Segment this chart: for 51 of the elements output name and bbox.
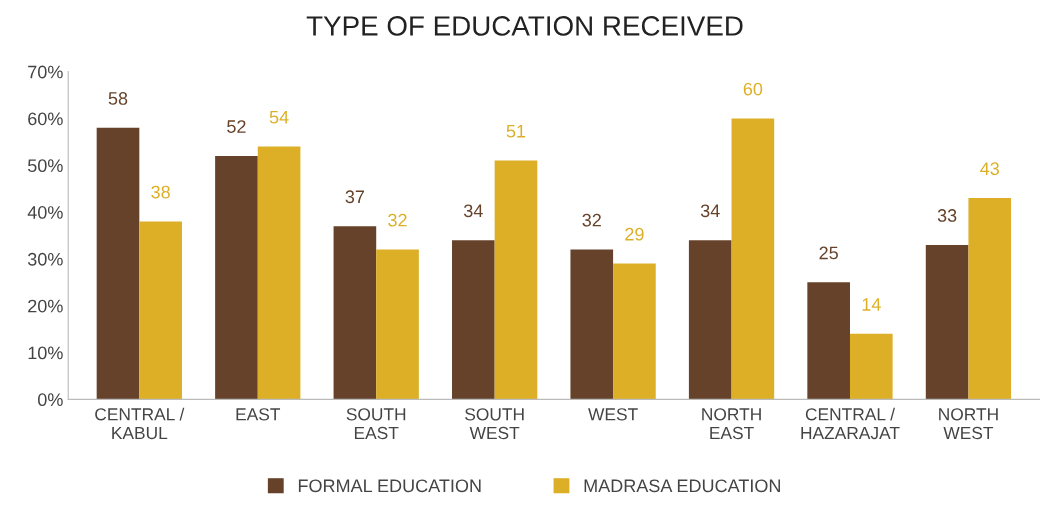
data-label: 37 bbox=[345, 190, 365, 204]
bar bbox=[613, 263, 656, 400]
bar bbox=[688, 240, 732, 400]
data-label: 25 bbox=[819, 246, 838, 260]
bar bbox=[257, 146, 301, 400]
y-tick-label: 60% bbox=[28, 112, 63, 126]
data-label: 38 bbox=[151, 185, 170, 199]
y-tick-label: 70% bbox=[28, 65, 63, 79]
data-label: 58 bbox=[108, 92, 128, 105]
x-tick-label: WEST bbox=[588, 408, 638, 421]
data-label: 60 bbox=[743, 82, 763, 96]
bar bbox=[333, 226, 377, 400]
data-label: 29 bbox=[625, 227, 644, 241]
bar bbox=[376, 249, 419, 400]
data-label: 14 bbox=[862, 298, 881, 311]
data-label: 33 bbox=[937, 209, 957, 222]
data-label: 32 bbox=[388, 213, 407, 227]
x-tick-label: CENTRAL / HAZARAJAT bbox=[801, 407, 900, 440]
bar bbox=[494, 160, 538, 400]
legend-label: MADRASA EDUCATION bbox=[584, 479, 780, 493]
data-label: 43 bbox=[980, 162, 999, 176]
bar bbox=[452, 240, 495, 400]
x-tick-label: CENTRAL / KABUL bbox=[95, 407, 185, 440]
x-tick-label: NORTH WEST bbox=[939, 408, 998, 440]
bar bbox=[570, 249, 614, 400]
chart-title: TYPE OF EDUCATION RECEIVED bbox=[306, 16, 743, 36]
bar bbox=[925, 244, 969, 400]
y-tick-label: 50% bbox=[27, 159, 63, 173]
bar bbox=[968, 198, 1012, 400]
data-label: 54 bbox=[269, 110, 289, 124]
y-tick-label: 0% bbox=[38, 393, 63, 407]
x-tick-label: NORTH EAST bbox=[702, 408, 761, 440]
data-label: 51 bbox=[506, 125, 526, 138]
data-label: 32 bbox=[582, 213, 601, 227]
bar bbox=[96, 127, 140, 400]
y-tick-label: 40% bbox=[27, 206, 63, 219]
bar bbox=[215, 155, 258, 400]
y-tick-label: 20% bbox=[28, 299, 63, 313]
bar bbox=[139, 221, 182, 400]
bar bbox=[731, 118, 775, 400]
data-label: 34 bbox=[463, 204, 483, 218]
legend-label: FORMAL EDUCATION bbox=[298, 479, 481, 493]
bar bbox=[807, 282, 850, 400]
data-label: 34 bbox=[700, 204, 720, 218]
bar bbox=[849, 333, 893, 400]
x-tick-label: SOUTH WEST bbox=[465, 408, 524, 440]
x-tick-label: SOUTH EAST bbox=[346, 408, 406, 440]
y-tick-label: 30% bbox=[27, 252, 63, 266]
data-label: 52 bbox=[227, 120, 246, 133]
y-tick-label: 10% bbox=[28, 346, 63, 360]
x-tick-label: EAST bbox=[236, 408, 281, 421]
